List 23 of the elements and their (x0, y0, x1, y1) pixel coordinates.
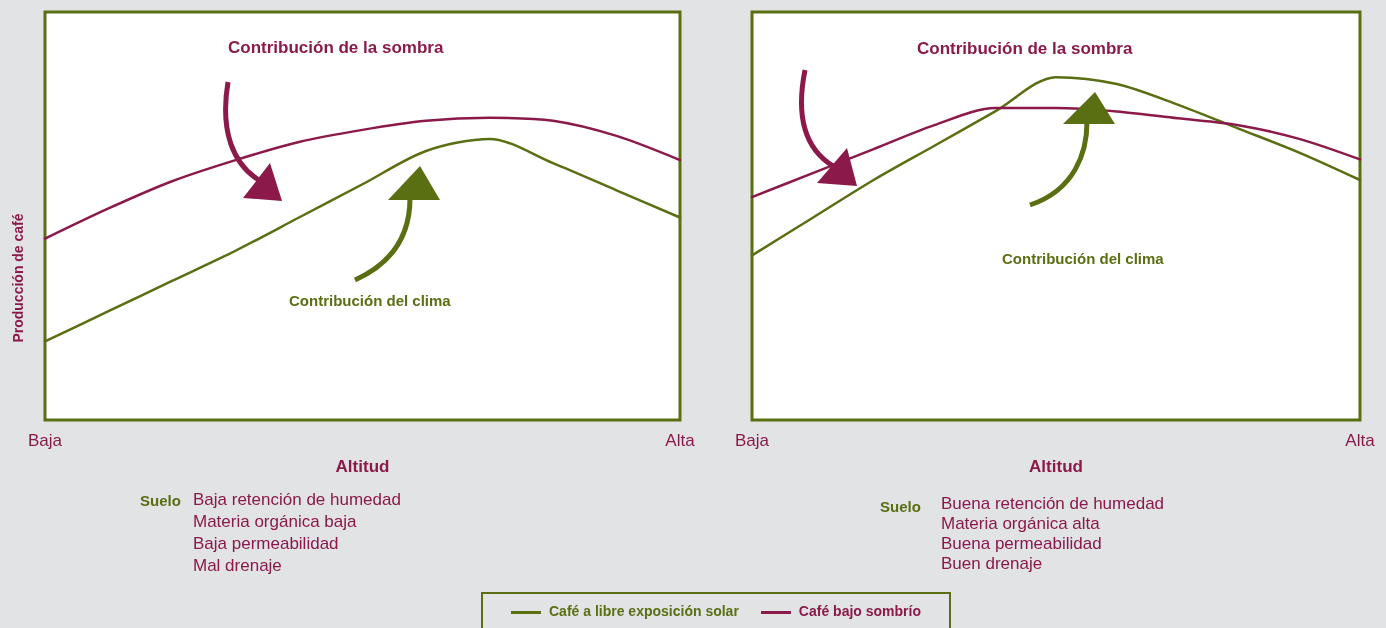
text: Suelo (140, 492, 181, 509)
text: Baja permeabilidad (193, 534, 339, 554)
text: Suelo (880, 498, 921, 515)
text: Contribución de la sombra (228, 38, 444, 58)
text: Materia orgánica alta (941, 514, 1100, 534)
text: Mal drenaje (193, 556, 282, 576)
text: Contribución de la sombra (917, 39, 1133, 59)
legend-label: Café a libre exposición solar (548, 603, 739, 619)
text: Buena retención de humedad (941, 494, 1165, 514)
x-tick-label: Alta (1345, 431, 1376, 450)
annotation: Contribución del clima (1002, 250, 1164, 267)
text: Baja retención de humedad (193, 490, 401, 510)
legend-label: Café bajo sombrío (797, 603, 921, 619)
x-tick-label: Alta (665, 431, 696, 450)
annotation: Contribución del clima (289, 292, 451, 309)
x-axis-title: Altitud (1029, 457, 1083, 476)
y-axis-title: Producción de café (10, 212, 26, 345)
x-tick-label: Baja (27, 431, 63, 450)
text: Materia orgánica baja (193, 512, 357, 532)
x-axis-title: Altitud (335, 457, 390, 476)
text: Buen drenaje (941, 554, 1043, 574)
text: Buena permeabilidad (941, 534, 1102, 554)
x-tick-label: Baja (734, 431, 770, 450)
